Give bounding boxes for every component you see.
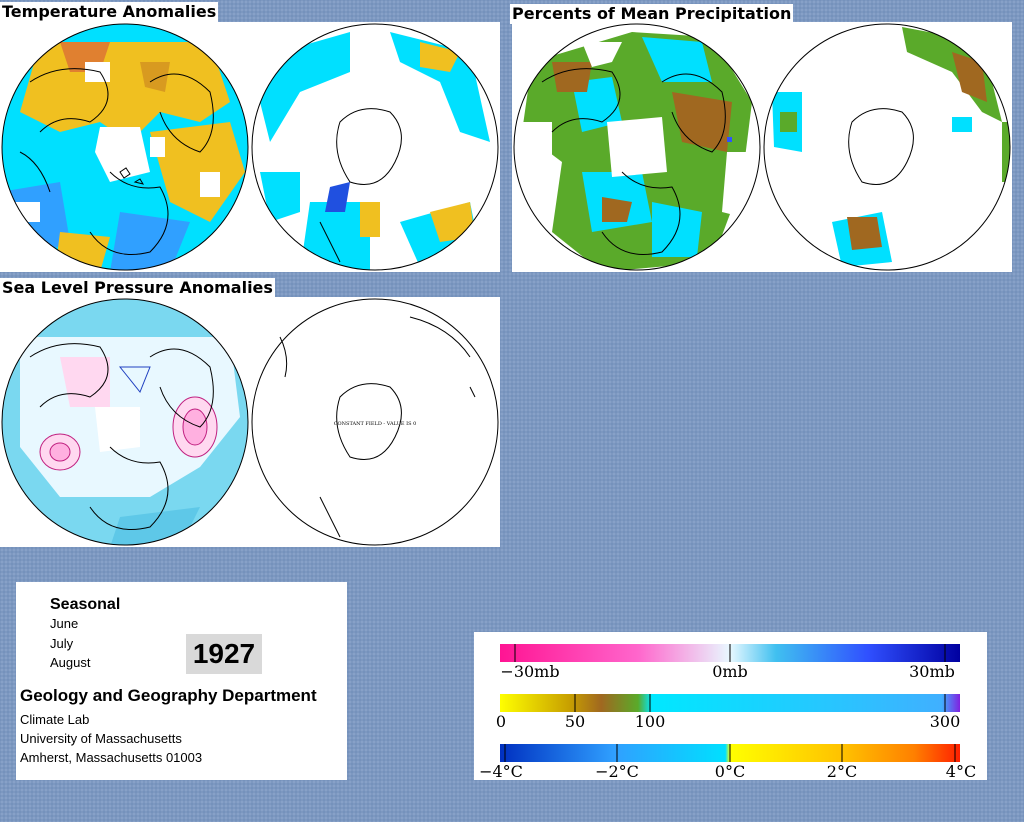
temperature-label-minus4: −4°C <box>479 762 523 781</box>
address-line-1: Climate Lab <box>20 712 90 727</box>
pressure-north-hemisphere <box>2 299 248 545</box>
temperature-map-panel <box>0 22 500 272</box>
temperature-title: Temperature Anomalies <box>0 2 219 22</box>
address-line-2: University of Massachusetts <box>20 731 182 746</box>
temperature-south-hemisphere <box>252 24 498 270</box>
pressure-label-mid: 0mb <box>712 662 748 681</box>
temperature-north-hemisphere <box>2 24 248 270</box>
temperature-label-4: 4°C <box>945 762 977 781</box>
address-line-3: Amherst, Massachusetts 01003 <box>20 750 203 765</box>
precipitation-north-hemisphere <box>514 24 760 270</box>
month-1: June <box>50 616 79 631</box>
season-label: Seasonal <box>50 596 121 613</box>
precipitation-map-panel <box>512 22 1012 272</box>
pressure-map-panel: CONSTANT FIELD - VALUE IS 0 <box>0 297 500 547</box>
precipitation-label-0: 0 <box>495 712 507 731</box>
temperature-label-minus2: −2°C <box>595 762 639 781</box>
constant-field-note: CONSTANT FIELD - VALUE IS 0 <box>334 421 417 427</box>
temperature-label-0: 0°C <box>714 762 746 781</box>
department-label: Geology and Geography Department <box>20 686 317 705</box>
pressure-title: Sea Level Pressure Anomalies <box>0 278 275 298</box>
precipitation-south-hemisphere <box>764 24 1010 270</box>
pressure-label-min: −30mb <box>500 662 560 681</box>
pressure-label-max: 30mb <box>909 662 955 681</box>
temperature-label-2: 2°C <box>826 762 858 781</box>
precipitation-label-100: 100 <box>634 712 666 731</box>
month-2: July <box>50 636 74 651</box>
precipitation-label-50: 50 <box>564 712 586 731</box>
color-legend: −30mb 0mb 30mb 0 50 100 300 −4°C −2°C 0°… <box>474 632 987 781</box>
year-label: 1927 <box>186 634 262 674</box>
info-box: Seasonal June July August 1927 Geology a… <box>16 582 347 780</box>
precipitation-colorbar <box>500 694 960 712</box>
precipitation-label-300: 300 <box>929 712 961 731</box>
precipitation-title: Percents of Mean Precipitation <box>510 4 794 24</box>
month-3: August <box>50 655 91 670</box>
pressure-south-hemisphere: CONSTANT FIELD - VALUE IS 0 <box>251 298 499 546</box>
temperature-colorbar <box>500 744 960 762</box>
pressure-colorbar <box>500 644 960 662</box>
